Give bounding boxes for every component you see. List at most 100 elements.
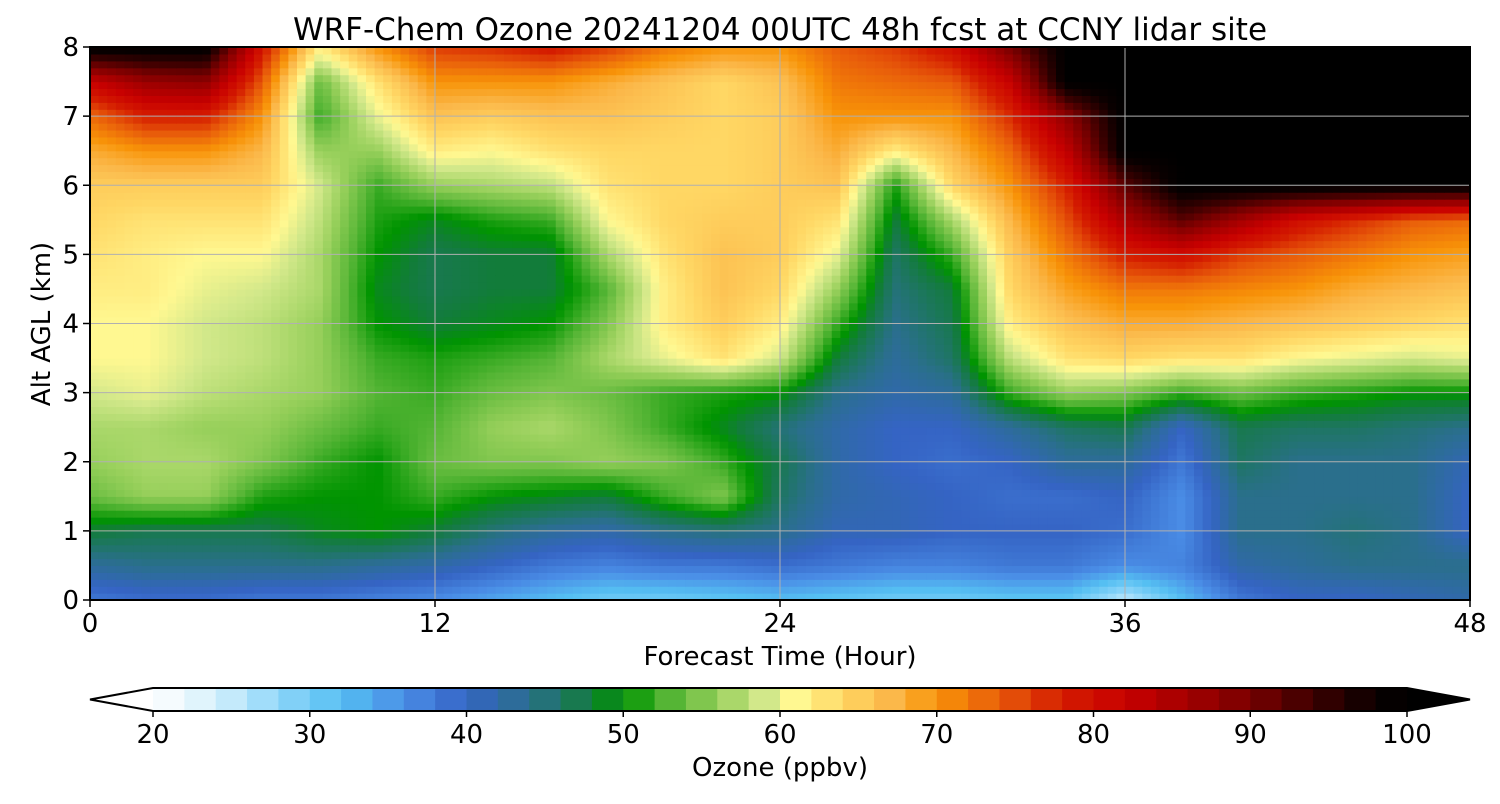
- ozone-cell: [236, 489, 246, 497]
- ozone-cell: [1021, 558, 1031, 567]
- ozone-cell: [538, 489, 548, 497]
- ozone-cell: [598, 427, 609, 435]
- ozone-cell: [840, 385, 850, 394]
- ozone-cell: [823, 441, 833, 449]
- ozone-cell: [529, 441, 540, 449]
- ozone-cell: [1064, 593, 1074, 600]
- ozone-cell: [1288, 517, 1299, 525]
- ozone-cell: [1211, 489, 1221, 497]
- ozone-cell: [357, 447, 367, 456]
- ozone-cell: [340, 572, 350, 580]
- ozone-cell: [1418, 392, 1428, 401]
- ozone-cell: [1116, 510, 1126, 518]
- ozone-cell: [693, 385, 703, 394]
- ozone-cell: [1297, 517, 1307, 525]
- ozone-cell: [736, 572, 747, 580]
- ozone-cell: [443, 503, 453, 511]
- ozone-cell: [133, 517, 143, 525]
- ozone-cell: [633, 475, 643, 484]
- ozone-cell: [754, 489, 764, 497]
- ozone-cell: [1435, 579, 1445, 587]
- ozone-cell: [460, 420, 471, 428]
- ozone-cell: [547, 593, 557, 600]
- ozone-cell: [184, 510, 195, 518]
- ozone-cell: [331, 593, 341, 600]
- ozone-cell: [555, 420, 565, 428]
- ozone-cell: [573, 565, 583, 573]
- ozone-cell: [348, 537, 358, 546]
- ozone-cell: [150, 406, 160, 414]
- ozone-cell: [607, 475, 617, 484]
- ozone-cell: [831, 413, 841, 421]
- ozone-cell: [1245, 503, 1255, 511]
- ozone-cell: [581, 558, 591, 567]
- ozone-cell: [133, 468, 143, 477]
- ozone-cell: [943, 461, 954, 470]
- ozone-cell: [883, 530, 893, 539]
- ozone-cell: [538, 413, 548, 421]
- ozone-cell: [840, 530, 850, 539]
- ozone-cell: [1056, 454, 1066, 463]
- ozone-cell: [391, 593, 402, 600]
- ozone-cell: [1340, 593, 1350, 600]
- ozone-cell: [892, 399, 902, 408]
- ozone-cell: [702, 489, 712, 497]
- ozone-cell: [1228, 537, 1238, 546]
- ozone-cell: [1185, 579, 1195, 587]
- ozone-cell: [797, 544, 807, 553]
- ozone-cell: [667, 503, 678, 511]
- ozone-cell: [1038, 551, 1048, 560]
- ozone-cell: [1090, 530, 1100, 539]
- ozone-cell: [219, 406, 229, 414]
- ozone-cell: [305, 510, 315, 518]
- ozone-cell: [943, 482, 954, 490]
- ozone-cell: [1452, 551, 1462, 560]
- ozone-cell: [693, 441, 703, 449]
- ozone-cell: [1366, 503, 1376, 511]
- ozone-cell: [159, 593, 169, 600]
- ozone-cell: [107, 406, 117, 414]
- ozone-cell: [728, 420, 738, 428]
- ozone-cell: [1012, 385, 1023, 394]
- ozone-cell: [133, 558, 143, 567]
- ozone-cell: [1047, 537, 1057, 546]
- ozone-cell: [702, 427, 712, 435]
- ozone-cell: [736, 496, 747, 504]
- ozone-cell: [90, 593, 100, 600]
- ozone-cell: [883, 420, 893, 428]
- ozone-cell: [857, 517, 867, 525]
- ozone-cell: [1047, 406, 1057, 414]
- ozone-cell: [219, 434, 229, 442]
- ozone-cell: [616, 475, 626, 484]
- ozone-cell: [788, 482, 798, 490]
- ozone-cell: [538, 392, 548, 401]
- ozone-cell: [314, 537, 324, 546]
- ozone-cell: [124, 461, 134, 470]
- ozone-cell: [616, 427, 626, 435]
- ozone-cell: [340, 392, 350, 401]
- ozone-cell: [995, 586, 1005, 594]
- ozone-cell: [1168, 523, 1178, 532]
- ozone-cell: [745, 530, 755, 539]
- ozone-cell: [987, 503, 997, 511]
- ozone-cell: [719, 572, 729, 580]
- ozone-cell: [443, 517, 453, 525]
- ozone-cell: [107, 378, 117, 387]
- ozone-cell: [771, 427, 781, 435]
- ozone-cell: [1219, 496, 1230, 504]
- ozone-cell: [1081, 399, 1092, 408]
- ozone-cell: [1107, 434, 1117, 442]
- ozone-cell: [598, 392, 609, 401]
- ozone-cell: [1194, 461, 1204, 470]
- ozone-cell: [1185, 454, 1195, 463]
- ozone-cell: [1176, 572, 1186, 580]
- ozone-cell: [538, 475, 548, 484]
- ozone-cell: [1280, 420, 1290, 428]
- ozone-cell: [1332, 503, 1342, 511]
- ozone-cell: [771, 517, 781, 525]
- ozone-cell: [719, 503, 729, 511]
- ozone-cell: [159, 454, 169, 463]
- ozone-cell: [918, 392, 928, 401]
- ozone-cell: [486, 572, 496, 580]
- ozone-cell: [555, 461, 565, 470]
